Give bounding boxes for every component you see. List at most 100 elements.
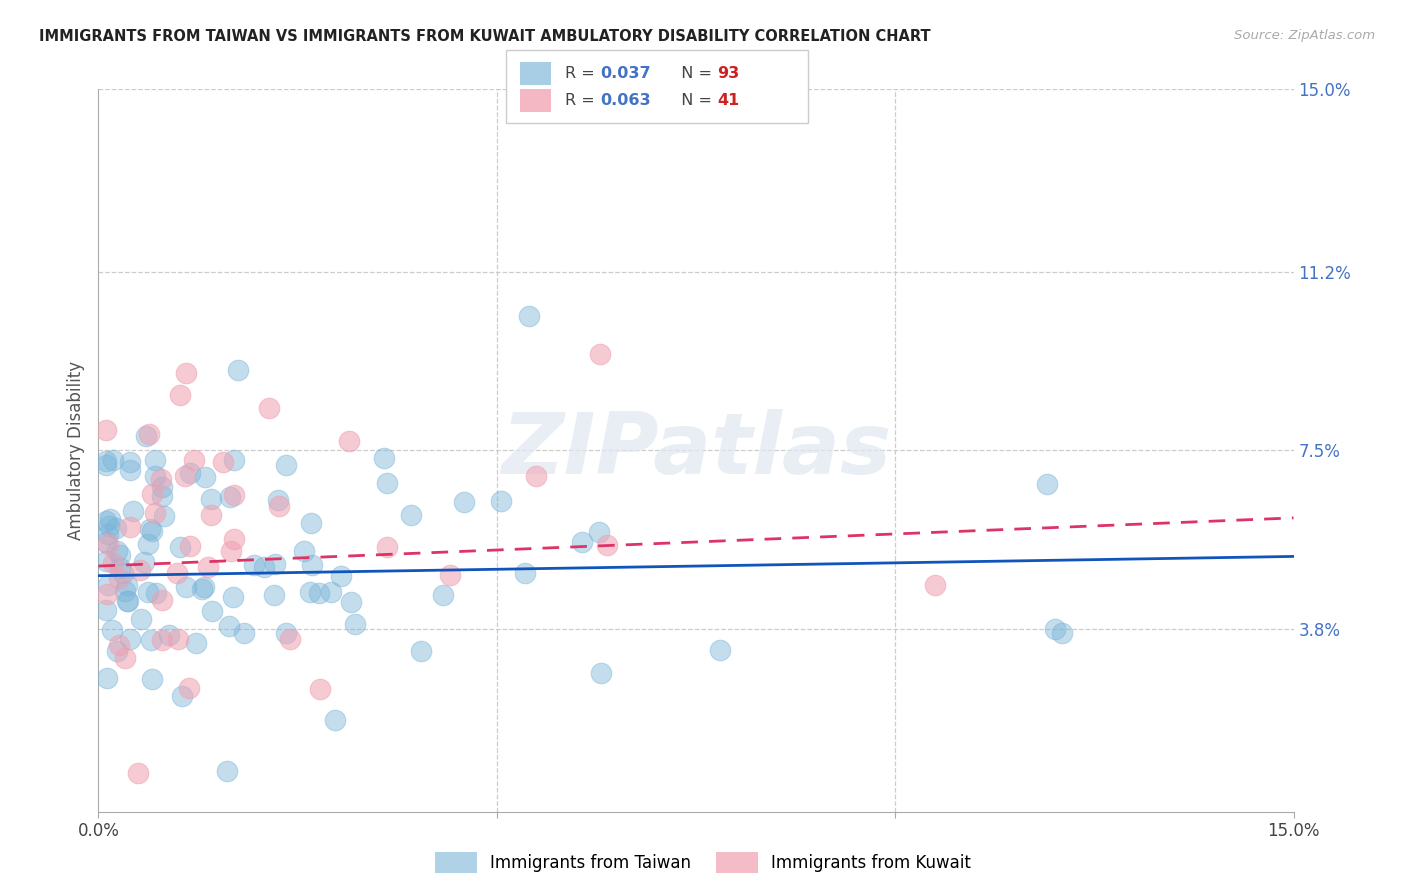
Immigrants from Kuwait (128, 563, 150, 577)
Immigrants from Kuwait (96, 586, 118, 600)
Immigrants from Kuwait (212, 455, 235, 469)
Immigrants from Taiwan (319, 585, 342, 599)
Immigrants from Taiwan (340, 594, 363, 608)
Immigrants from Kuwait (166, 566, 188, 580)
Text: 0.037: 0.037 (600, 66, 651, 80)
Immigrants from Kuwait (222, 532, 245, 546)
Immigrants from Kuwait (259, 401, 281, 416)
Immigrants from Kuwait (174, 469, 197, 483)
Immigrants from Taiwan (98, 519, 121, 533)
Immigrants from Kuwait (97, 537, 120, 551)
Immigrants from Kuwait (127, 766, 149, 780)
Immigrants from Kuwait (924, 578, 946, 592)
Immigrants from Taiwan (96, 554, 118, 568)
Immigrants from Taiwan (143, 453, 166, 467)
Immigrants from Taiwan (131, 612, 153, 626)
Immigrants from Taiwan (118, 455, 141, 469)
Immigrants from Taiwan (243, 558, 266, 573)
Immigrants from Kuwait (169, 388, 191, 402)
Immigrants from Kuwait (179, 539, 201, 553)
Text: R =: R = (565, 66, 600, 80)
Immigrants from Taiwan (301, 558, 323, 572)
Immigrants from Taiwan (136, 584, 159, 599)
Immigrants from Taiwan (233, 625, 256, 640)
Immigrants from Taiwan (1043, 622, 1066, 636)
Immigrants from Kuwait (439, 567, 461, 582)
Text: 41: 41 (717, 94, 740, 108)
Immigrants from Taiwan (513, 566, 536, 580)
Immigrants from Taiwan (96, 535, 118, 549)
Immigrants from Taiwan (193, 580, 215, 594)
Immigrants from Taiwan (453, 494, 475, 508)
Immigrants from Taiwan (150, 480, 173, 494)
Immigrants from Taiwan (709, 643, 731, 657)
Text: 0.063: 0.063 (600, 94, 651, 108)
Immigrants from Taiwan (120, 632, 142, 646)
Immigrants from Taiwan (97, 577, 120, 591)
Immigrants from Taiwan (186, 636, 208, 650)
Immigrants from Taiwan (157, 628, 180, 642)
Immigrants from Kuwait (267, 500, 290, 514)
Immigrants from Taiwan (217, 764, 239, 778)
Immigrants from Taiwan (517, 309, 540, 323)
Immigrants from Taiwan (108, 560, 131, 574)
Immigrants from Kuwait (114, 650, 136, 665)
Immigrants from Taiwan (489, 494, 512, 508)
Immigrants from Taiwan (219, 490, 242, 504)
Immigrants from Kuwait (309, 681, 332, 696)
Immigrants from Taiwan (191, 582, 214, 597)
Immigrants from Kuwait (174, 367, 197, 381)
Immigrants from Kuwait (138, 426, 160, 441)
Immigrants from Taiwan (264, 557, 287, 571)
Immigrants from Kuwait (149, 472, 172, 486)
Text: ZIPatlas: ZIPatlas (501, 409, 891, 492)
Immigrants from Kuwait (596, 538, 619, 552)
Immigrants from Kuwait (280, 632, 302, 646)
Immigrants from Taiwan (114, 583, 136, 598)
Immigrants from Taiwan (375, 475, 398, 490)
Immigrants from Taiwan (308, 585, 330, 599)
Immigrants from Taiwan (401, 508, 423, 522)
Immigrants from Taiwan (100, 624, 122, 638)
Immigrants from Taiwan (97, 526, 120, 541)
Immigrants from Kuwait (337, 434, 360, 448)
Immigrants from Taiwan (121, 504, 143, 518)
Immigrants from Kuwait (375, 540, 398, 554)
Immigrants from Kuwait (200, 508, 222, 522)
Immigrants from Kuwait (219, 544, 242, 558)
Immigrants from Taiwan (224, 453, 246, 467)
Immigrants from Kuwait (152, 632, 174, 647)
Immigrants from Taiwan (298, 585, 321, 599)
Immigrants from Taiwan (139, 522, 162, 536)
Immigrants from Taiwan (96, 671, 118, 685)
Immigrants from Kuwait (524, 469, 547, 483)
Immigrants from Kuwait (101, 556, 124, 570)
Immigrants from Taiwan (105, 521, 128, 535)
Text: R =: R = (565, 94, 600, 108)
Immigrants from Taiwan (141, 524, 163, 538)
Immigrants from Kuwait (143, 506, 166, 520)
Immigrants from Taiwan (343, 617, 366, 632)
Immigrants from Taiwan (228, 363, 250, 377)
Text: N =: N = (671, 66, 717, 80)
Immigrants from Taiwan (411, 643, 433, 657)
Legend: Immigrants from Taiwan, Immigrants from Kuwait: Immigrants from Taiwan, Immigrants from … (429, 846, 977, 880)
Immigrants from Taiwan (274, 458, 297, 472)
Y-axis label: Ambulatory Disability: Ambulatory Disability (66, 361, 84, 540)
Text: IMMIGRANTS FROM TAIWAN VS IMMIGRANTS FROM KUWAIT AMBULATORY DISABILITY CORRELATI: IMMIGRANTS FROM TAIWAN VS IMMIGRANTS FRO… (39, 29, 931, 44)
Text: N =: N = (671, 94, 717, 108)
Immigrants from Kuwait (120, 519, 142, 533)
Immigrants from Kuwait (141, 486, 163, 500)
Immigrants from Taiwan (1052, 626, 1074, 640)
Immigrants from Kuwait (107, 570, 129, 584)
Immigrants from Taiwan (96, 603, 118, 617)
Immigrants from Taiwan (266, 492, 288, 507)
Immigrants from Kuwait (166, 632, 188, 646)
Immigrants from Taiwan (588, 525, 610, 540)
Immigrants from Taiwan (135, 429, 157, 443)
Immigrants from Kuwait (108, 638, 131, 652)
Immigrants from Taiwan (325, 713, 347, 727)
Immigrants from Taiwan (96, 514, 118, 528)
Immigrants from Taiwan (218, 619, 240, 633)
Immigrants from Taiwan (221, 590, 243, 604)
